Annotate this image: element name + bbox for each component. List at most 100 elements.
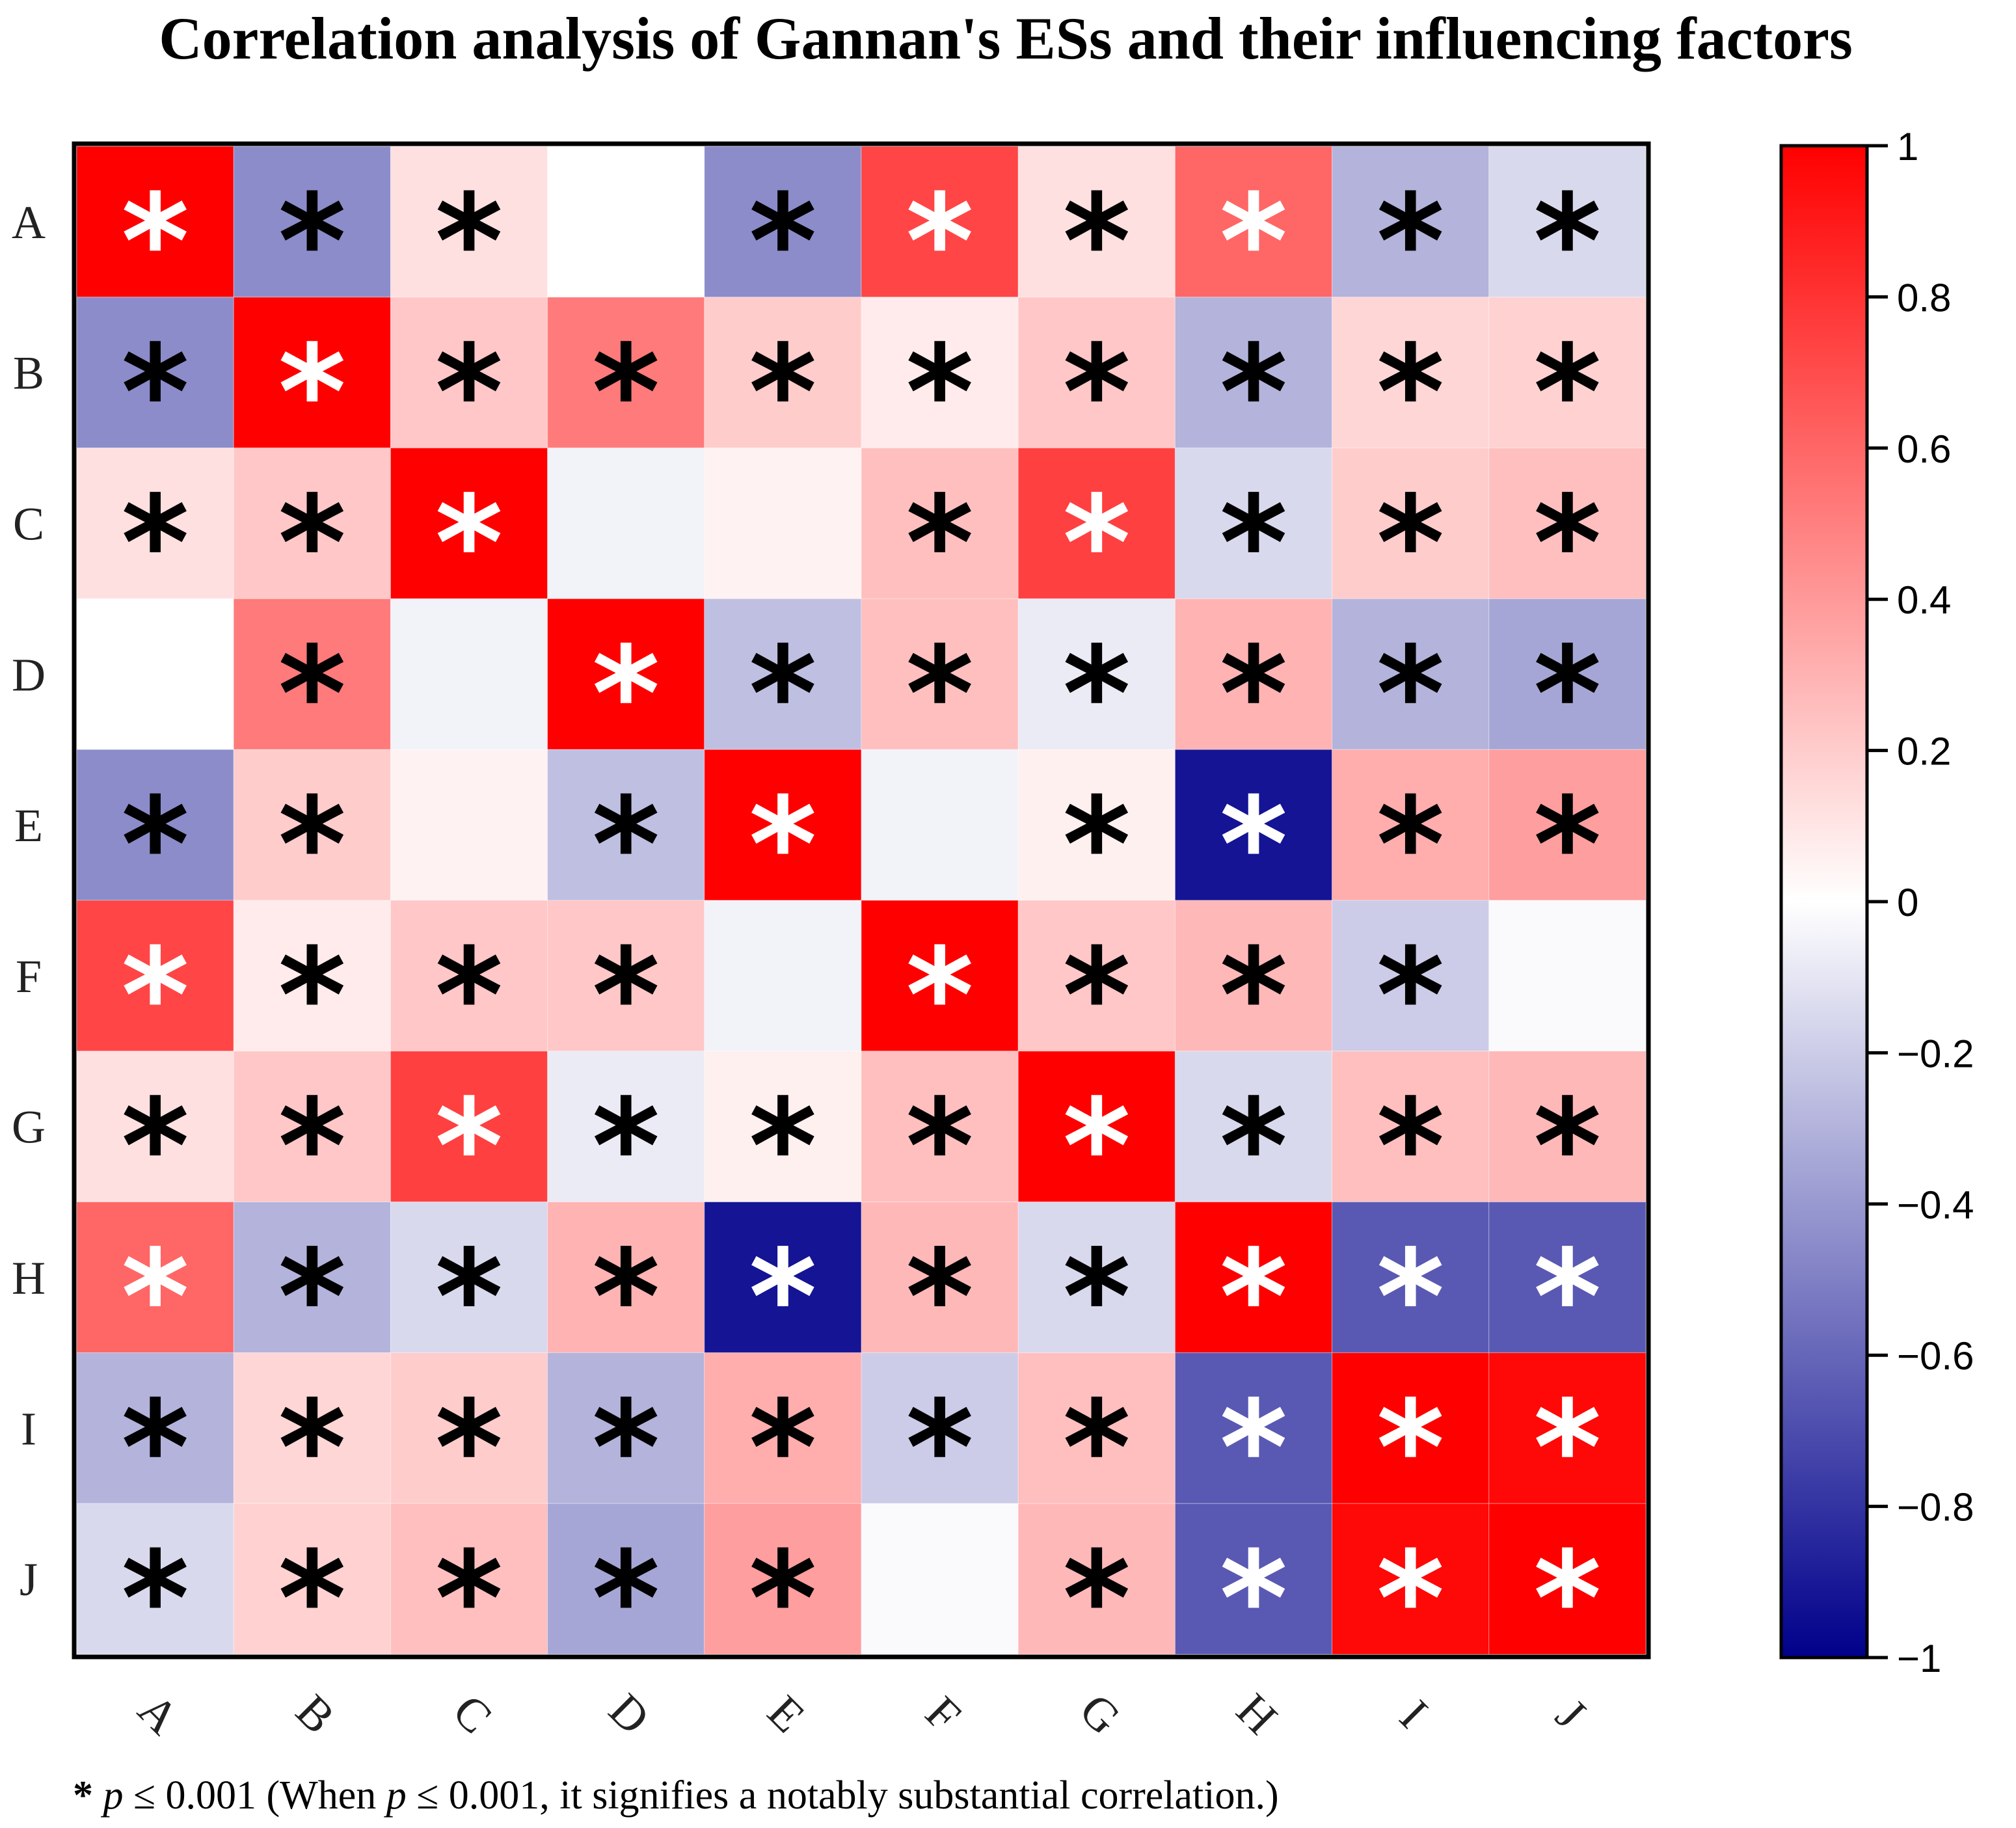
heatmap-cell-D-H <box>1174 598 1333 750</box>
significance-mark-J-D: * <box>592 1524 660 1675</box>
heatmap-cell-A-H <box>1174 146 1333 298</box>
colorbar-tick-label: 0.2 <box>1897 730 1951 773</box>
heatmap-cell-C-G <box>1017 448 1176 599</box>
heatmap-cell-H-C <box>390 1202 548 1353</box>
significance-mark-A-A: * <box>121 167 189 318</box>
row-label-I: I <box>21 1403 36 1455</box>
significance-mark-B-D: * <box>592 317 660 469</box>
significance-mark-F-I: * <box>1377 921 1445 1072</box>
significance-mark-E-A: * <box>121 770 189 921</box>
heatmap-cell-F-G <box>1017 900 1176 1052</box>
colorbar-tick-label: −0.6 <box>1897 1334 1974 1378</box>
row-label-J: J <box>20 1553 38 1606</box>
significance-mark-A-G: * <box>1063 167 1131 318</box>
heatmap-cell-C-D <box>547 448 705 599</box>
significance-mark-A-B: * <box>278 167 347 318</box>
significance-mark-D-F: * <box>906 619 974 770</box>
significance-mark-E-D: * <box>592 770 660 921</box>
significance-mark-H-J: * <box>1533 1222 1602 1374</box>
significance-mark-C-G: * <box>1063 468 1131 620</box>
colorbar-tick-label: 1 <box>1897 125 1918 168</box>
heatmap-cell-J-F <box>861 1503 1019 1655</box>
heatmap-cell-C-H <box>1174 448 1333 599</box>
significance-mark-G-J: * <box>1533 1071 1602 1223</box>
heatmap-cell-E-F <box>861 749 1019 901</box>
significance-mark-H-H: * <box>1220 1222 1288 1374</box>
significance-mark-I-G: * <box>1063 1373 1131 1524</box>
significance-mark-J-C: * <box>435 1524 504 1675</box>
heatmap-cell-H-A <box>76 1202 234 1353</box>
row-label-D: D <box>12 649 46 701</box>
colorbar-tick-label: −0.2 <box>1897 1032 1974 1075</box>
heatmap-cell-G-F <box>861 1051 1019 1203</box>
heatmap-cell-C-F <box>861 448 1019 599</box>
significance-mark-E-G: * <box>1063 770 1131 921</box>
significance-mark-A-C: * <box>435 167 504 318</box>
row-label-C: C <box>13 498 44 550</box>
heatmap-cell-B-G <box>1017 297 1176 449</box>
column-label-D: D <box>599 1684 660 1744</box>
heatmap-cell-F-A <box>76 900 234 1052</box>
significance-mark-I-J: * <box>1533 1373 1602 1524</box>
significance-mark-C-I: * <box>1377 468 1445 620</box>
significance-mark-E-I: * <box>1377 770 1445 921</box>
significance-mark-B-C: * <box>435 317 504 469</box>
heatmap-cell-D-D <box>547 598 705 750</box>
heatmap-cell-C-J <box>1488 448 1646 599</box>
colorbar-tick-label: 0.8 <box>1897 276 1951 319</box>
heatmap-cell-B-F <box>861 297 1019 449</box>
heatmap-cell-I-H <box>1174 1352 1333 1504</box>
significance-mark-G-H: * <box>1220 1071 1288 1223</box>
significance-mark-A-I: * <box>1377 167 1445 318</box>
footnote: * p ≤ 0.001 (When p ≤ 0.001, it signifie… <box>73 1773 1279 1818</box>
heatmap-cell-A-D <box>547 146 705 298</box>
significance-mark-D-E: * <box>749 619 817 770</box>
heatmap-cell-J-D <box>547 1503 705 1655</box>
significance-mark-I-A: * <box>121 1373 189 1524</box>
significance-mark-C-B: * <box>278 468 347 620</box>
significance-mark-G-C: * <box>435 1071 504 1223</box>
heatmap-cell-D-J <box>1488 598 1646 750</box>
column-label-H: H <box>1227 1684 1287 1744</box>
column-label-F: F <box>915 1686 971 1741</box>
plot-frame <box>72 141 1651 1660</box>
heatmap-cell-G-B <box>233 1051 391 1203</box>
heatmap-cell-I-J <box>1488 1352 1646 1504</box>
heatmap-cell-B-D <box>547 297 705 449</box>
significance-mark-E-H: * <box>1220 770 1288 921</box>
heatmap-cell-G-G <box>1017 1051 1176 1203</box>
heatmap-cell-B-H <box>1174 297 1333 449</box>
row-label-H: H <box>12 1252 46 1304</box>
heatmap-cell-I-F <box>861 1352 1019 1504</box>
significance-mark-G-I: * <box>1377 1071 1445 1223</box>
heatmap-cell-D-G <box>1017 598 1176 750</box>
heatmap-cell-I-A <box>76 1352 234 1504</box>
significance-mark-B-I: * <box>1377 317 1445 469</box>
heatmap-cell-I-I <box>1332 1352 1490 1504</box>
heatmap-cell-H-I <box>1332 1202 1490 1353</box>
significance-mark-H-B: * <box>278 1222 347 1374</box>
significance-mark-J-E: * <box>749 1524 817 1675</box>
colorbar-tick-label: −0.4 <box>1897 1183 1974 1227</box>
significance-mark-E-E: * <box>749 770 817 921</box>
heatmap-cell-F-E <box>704 900 862 1052</box>
heatmap-cell-E-C <box>390 749 548 901</box>
heatmap-cell-I-D <box>547 1352 705 1504</box>
heatmap-cell-F-J <box>1488 900 1646 1052</box>
heatmap-cell-B-C <box>390 297 548 449</box>
significance-mark-C-A: * <box>121 468 189 620</box>
colorbar-tick-label: 0.6 <box>1897 427 1951 471</box>
heatmap-cell-A-A <box>76 146 234 298</box>
significance-mark-F-B: * <box>278 921 347 1072</box>
row-labels: A B C D E F G H I J <box>12 196 46 1606</box>
significance-mark-G-E: * <box>749 1071 817 1223</box>
significance-mark-A-F: * <box>906 167 974 318</box>
heatmap-cell-C-A <box>76 448 234 599</box>
significance-mark-C-C: * <box>435 468 504 620</box>
heatmap-cell-D-A <box>76 598 234 750</box>
heatmap-cell-A-F <box>861 146 1019 298</box>
heatmap-cell-G-D <box>547 1051 705 1203</box>
significance-mark-D-B: * <box>278 619 347 770</box>
significance-mark-I-I: * <box>1377 1373 1445 1524</box>
significance-mark-B-H: * <box>1220 317 1288 469</box>
